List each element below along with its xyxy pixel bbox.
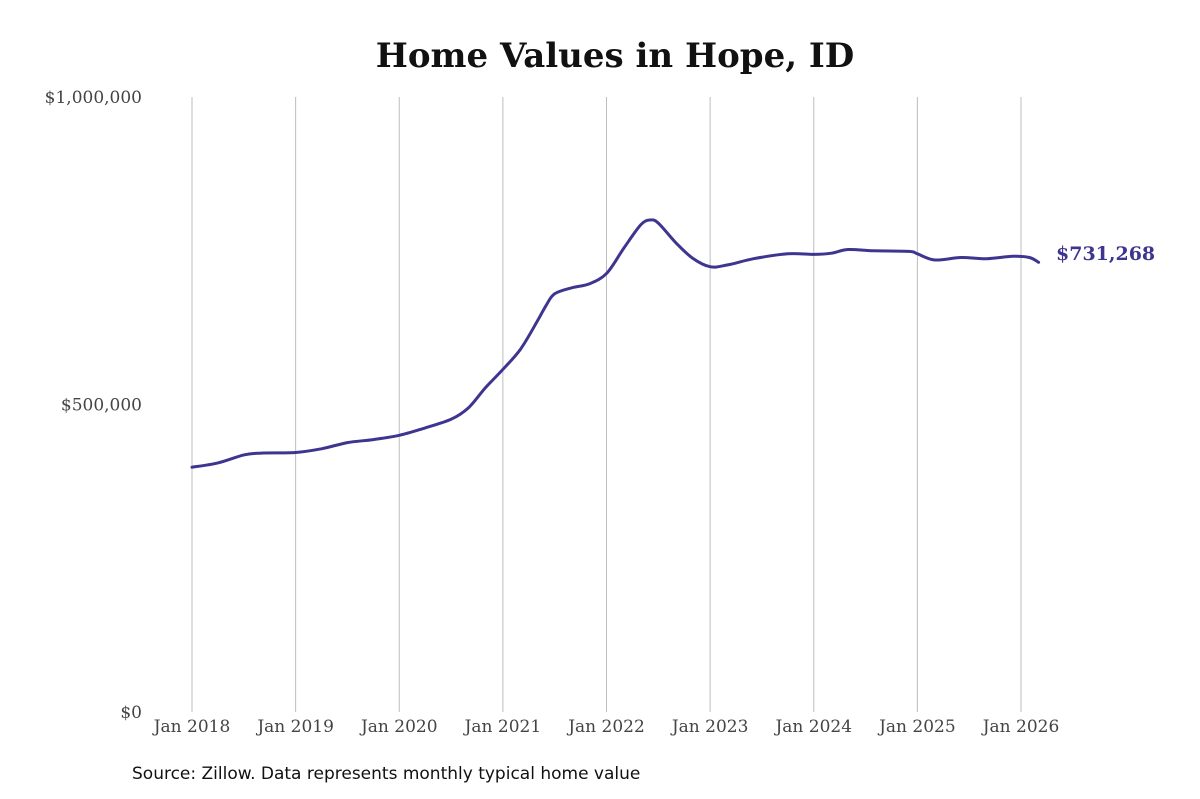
x-tick-label: Jan 2022 bbox=[566, 717, 645, 737]
x-tick-label: Jan 2019 bbox=[255, 717, 334, 737]
y-axis-ticks: $0 $500,000 $1,000,000 bbox=[45, 88, 142, 723]
x-tick-label: Jan 2021 bbox=[463, 717, 542, 737]
y-tick-label: $500,000 bbox=[61, 396, 142, 416]
source-note: Source: Zillow. Data represents monthly … bbox=[132, 764, 641, 784]
y-tick-label: $0 bbox=[120, 703, 142, 723]
x-tick-label: Jan 2024 bbox=[773, 717, 852, 737]
x-tick-label: Jan 2023 bbox=[670, 717, 749, 737]
gridlines bbox=[191, 97, 1022, 712]
chart-title: Home Values in Hope, ID bbox=[376, 36, 855, 76]
x-tick-label: Jan 2025 bbox=[877, 717, 956, 737]
home-value-series-line bbox=[190, 218, 1041, 469]
x-tick-label: Jan 2018 bbox=[152, 717, 231, 737]
latest-value-label: $731,268 bbox=[1056, 243, 1155, 265]
x-tick-label: Jan 2026 bbox=[981, 717, 1060, 737]
y-tick-label: $1,000,000 bbox=[45, 88, 142, 108]
x-axis-ticks: Jan 2018 Jan 2019 Jan 2020 Jan 2021 Jan 2022… bbox=[152, 717, 1060, 737]
x-tick-label: Jan 2020 bbox=[359, 717, 438, 737]
